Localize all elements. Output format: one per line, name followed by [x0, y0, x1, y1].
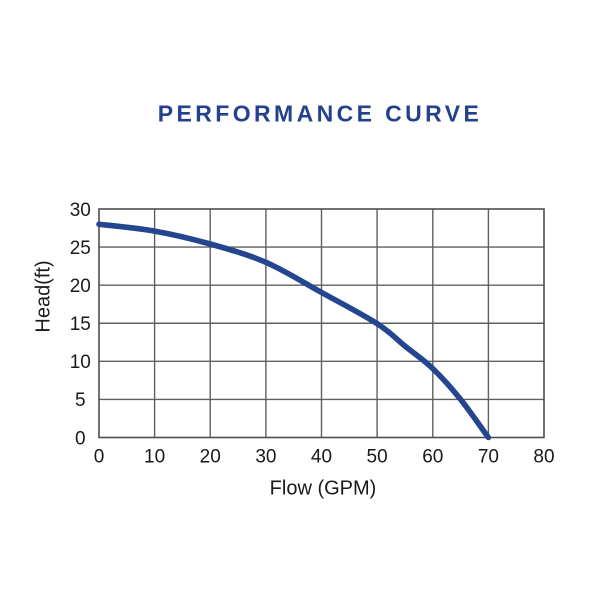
svg-text:25: 25	[70, 238, 91, 259]
svg-text:0: 0	[94, 447, 105, 468]
svg-text:PERFORMANCE CURVE: PERFORMANCE CURVE	[158, 101, 482, 127]
svg-text:10: 10	[70, 352, 91, 373]
svg-text:60: 60	[422, 447, 443, 468]
svg-text:20: 20	[70, 276, 91, 297]
svg-text:Flow (GPM): Flow (GPM)	[270, 478, 377, 500]
svg-text:20: 20	[200, 447, 221, 468]
svg-text:70: 70	[478, 447, 499, 468]
svg-text:0: 0	[75, 428, 86, 449]
svg-text:30: 30	[255, 447, 276, 468]
svg-text:80: 80	[533, 447, 554, 468]
svg-text:50: 50	[367, 447, 388, 468]
svg-text:Head(ft): Head(ft)	[33, 260, 55, 332]
svg-text:10: 10	[144, 447, 165, 468]
svg-text:30: 30	[70, 200, 91, 221]
svg-text:40: 40	[311, 447, 332, 468]
svg-text:15: 15	[70, 314, 91, 335]
svg-text:5: 5	[75, 390, 86, 411]
